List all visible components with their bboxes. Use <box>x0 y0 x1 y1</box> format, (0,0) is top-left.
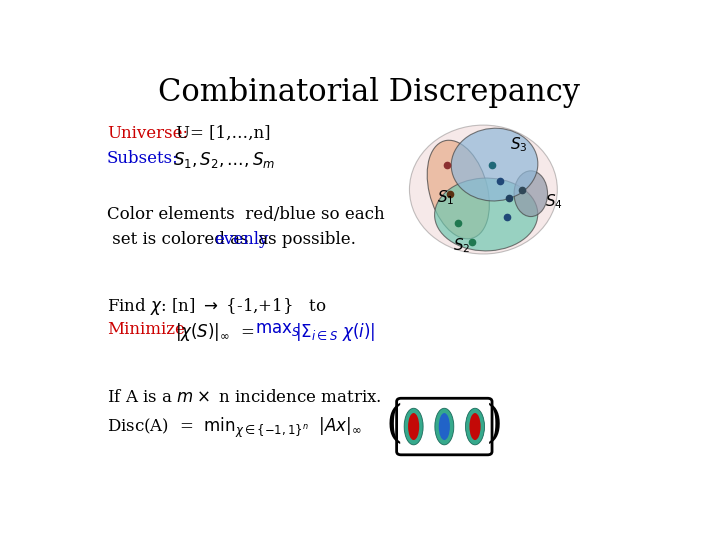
Ellipse shape <box>438 413 450 440</box>
Text: $S_1$: $S_1$ <box>437 188 454 207</box>
Text: set is colored as: set is colored as <box>107 231 253 248</box>
Text: (: ( <box>386 403 403 446</box>
Text: $\mathrm{max}_S$: $\mathrm{max}_S$ <box>255 321 300 338</box>
Ellipse shape <box>466 408 485 445</box>
Text: Find $\chi$: [n] $\rightarrow$ {-1,+1}   to: Find $\chi$: [n] $\rightarrow$ {-1,+1} t… <box>107 295 327 316</box>
Text: Subsets:: Subsets: <box>107 150 179 167</box>
Ellipse shape <box>435 408 454 445</box>
Text: Disc(A)  =  $\mathrm{min}_{\chi\in\{-1,1\}^n}$  $|Ax|_\infty$: Disc(A) = $\mathrm{min}_{\chi\in\{-1,1\}… <box>107 416 361 440</box>
Text: $S_4$: $S_4$ <box>545 193 562 211</box>
Ellipse shape <box>435 178 538 251</box>
Text: $S_2$: $S_2$ <box>453 237 470 255</box>
Ellipse shape <box>451 128 538 201</box>
Ellipse shape <box>408 413 419 440</box>
Ellipse shape <box>427 140 490 239</box>
Text: Combinatorial Discrepancy: Combinatorial Discrepancy <box>158 77 580 109</box>
Ellipse shape <box>514 171 547 217</box>
Text: $|\chi(S)|_\infty$  =: $|\chi(S)|_\infty$ = <box>175 321 254 342</box>
Text: If A is a $m \times$ n incidence matrix.: If A is a $m \times$ n incidence matrix. <box>107 389 382 406</box>
Text: ): ) <box>486 403 503 446</box>
Text: Universe:: Universe: <box>107 125 188 142</box>
Text: Minimize: Minimize <box>107 321 184 338</box>
Ellipse shape <box>410 125 557 254</box>
Text: $S_1, S_2, \ldots, S_m$: $S_1, S_2, \ldots, S_m$ <box>173 150 275 170</box>
Text: as possible.: as possible. <box>253 231 356 248</box>
Text: evenly: evenly <box>214 231 269 248</box>
Ellipse shape <box>404 408 423 445</box>
Text: U= [1,…,n]: U= [1,…,n] <box>176 125 271 142</box>
Text: Color elements  red/blue so each: Color elements red/blue so each <box>107 206 384 223</box>
FancyBboxPatch shape <box>397 399 492 455</box>
Text: $S_3$: $S_3$ <box>510 136 527 154</box>
Ellipse shape <box>469 413 481 440</box>
Text: $|\Sigma_{i \in S}\ \chi(i)|$: $|\Sigma_{i \in S}\ \chi(i)|$ <box>295 321 376 342</box>
